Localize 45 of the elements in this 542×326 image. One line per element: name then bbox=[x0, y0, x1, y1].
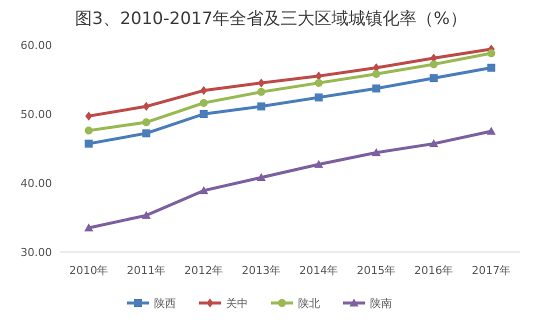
point bbox=[256, 172, 266, 181]
x-tick-label: 2015年 bbox=[356, 264, 396, 277]
point bbox=[84, 223, 94, 232]
point bbox=[257, 88, 266, 96]
point bbox=[429, 139, 438, 148]
point bbox=[487, 49, 496, 58]
point bbox=[372, 148, 381, 156]
point bbox=[200, 86, 208, 96]
point bbox=[142, 129, 150, 138]
y-tick-label: 50.00 bbox=[20, 108, 52, 121]
point bbox=[84, 126, 93, 135]
point bbox=[430, 74, 438, 82]
point bbox=[200, 110, 208, 118]
point bbox=[142, 102, 150, 111]
x-tick-label: 2017年 bbox=[472, 264, 511, 277]
legend-label: 关中 bbox=[226, 297, 248, 310]
point bbox=[372, 70, 380, 78]
point bbox=[258, 78, 265, 88]
point bbox=[314, 93, 323, 102]
chart-title: 图3、2010-2017年全省及三大区域城镇化率（%） bbox=[75, 9, 467, 29]
point bbox=[372, 84, 380, 92]
y-tick-label: 30.00 bbox=[20, 246, 52, 259]
point bbox=[487, 64, 496, 72]
legend-label: 陕北 bbox=[298, 297, 320, 310]
x-tick-label: 2013年 bbox=[242, 264, 281, 277]
point bbox=[142, 210, 151, 219]
legend-label: 陕西 bbox=[154, 297, 176, 310]
point bbox=[200, 98, 208, 107]
point bbox=[430, 60, 438, 68]
point bbox=[85, 112, 92, 121]
x-tick-label: 2012年 bbox=[184, 264, 224, 277]
point bbox=[486, 126, 496, 135]
point bbox=[142, 118, 150, 126]
point bbox=[314, 160, 324, 168]
x-tick-label: 2010年 bbox=[69, 264, 108, 277]
y-tick-label: 40.00 bbox=[20, 177, 52, 190]
x-tick-label: 2016年 bbox=[414, 264, 454, 277]
x-tick-label: 2011年 bbox=[126, 264, 166, 277]
point bbox=[199, 186, 208, 194]
point bbox=[314, 78, 323, 87]
point bbox=[257, 102, 266, 110]
point bbox=[84, 140, 93, 148]
y-tick-label: 60.00 bbox=[20, 39, 52, 52]
x-tick-label: 2014年 bbox=[299, 264, 338, 277]
legend-label: 陕南 bbox=[370, 297, 392, 310]
